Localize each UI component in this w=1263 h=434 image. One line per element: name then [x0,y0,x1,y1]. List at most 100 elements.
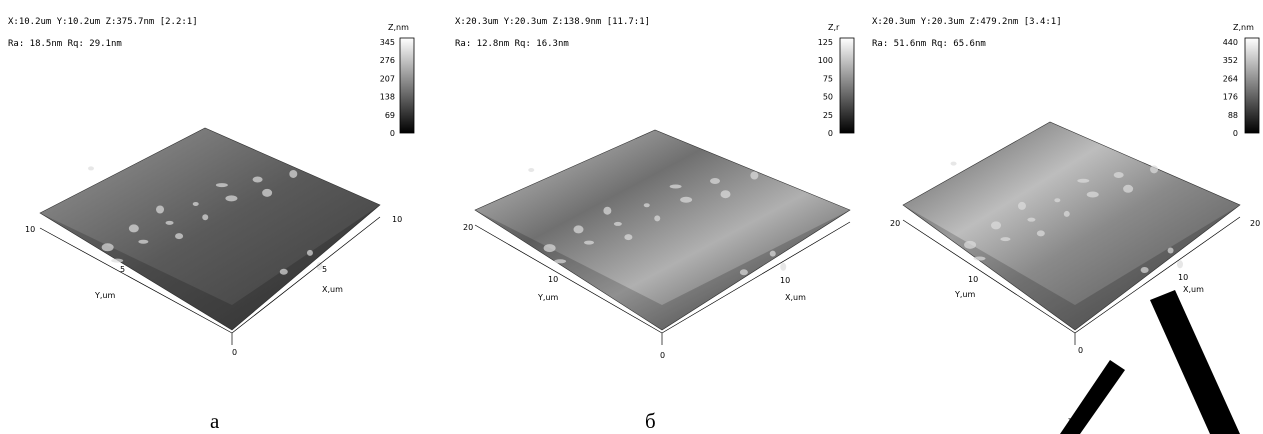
surface-feature [544,244,556,252]
colorbar-tick-label: 69 [385,111,395,120]
origin-label: 0 [660,351,665,360]
surface-feature [1168,248,1174,254]
surface-feature [166,221,174,225]
colorbar-title: Z,nm [1233,23,1254,32]
surface-feature [750,172,758,180]
surface-feature [253,177,263,183]
y-axis-label: Y,um [94,291,116,300]
surface-feature [574,225,584,233]
surface-feature [175,233,183,239]
surface-feature [262,189,272,197]
colorbar-tick-label: 264 [1223,74,1238,83]
surface-feature [1087,191,1099,197]
colorbar-tick-label: 88 [1228,111,1238,120]
surface-feature [770,251,776,257]
y-axis-label: Y,um [954,290,976,299]
surface-feature [973,257,985,261]
colorbar-tick-label: 176 [1223,93,1238,102]
x-tick-label: 10 [1178,273,1188,282]
surface-feature [216,183,228,187]
surface-feature [964,241,976,249]
surface-feature [193,202,199,206]
watermark [1060,360,1125,434]
colorbar-tick-label: 75 [823,74,833,83]
y-axis-label: Y,um [537,293,559,302]
surface-feature [603,207,611,215]
x-tick-label: 20 [1250,219,1260,228]
colorbar-title: Z,nm [388,23,409,32]
surface-feature [991,221,1001,229]
surface-feature [614,222,622,226]
surface-feature [202,214,208,220]
origin-label: 0 [232,348,237,357]
panel-caption: а [210,409,220,433]
colorbar-tick-label: 138 [380,93,395,102]
y-tick-label: 10 [968,275,978,284]
roughness: Ra: 18.5nm Rq: 29.1nm [8,39,122,49]
surface-feature [780,263,786,271]
colorbar-tick-label: 352 [1223,56,1238,65]
surface-feature [654,215,660,221]
colorbar-tick-label: 0 [1233,129,1238,138]
surface-feature [740,269,748,275]
surface-feature [1150,165,1158,173]
watermark [1150,290,1240,434]
surface-feature [644,203,650,207]
x-tick-label: 10 [392,215,402,224]
colorbar-tick-label: 440 [1223,38,1238,47]
surface-feature [156,206,164,214]
surface-feature [307,250,313,256]
colorbar-tick-label: 0 [828,129,833,138]
afm-panel: X:10.2um Y:10.2um Z:375.7nm [2.2:1] Ra: 1… [8,17,414,433]
figure: X:10.2um Y:10.2um Z:375.7nm [2.2:1] Ra: 1… [0,0,1263,434]
y-tick-label: 20 [890,219,900,228]
surface-feature [670,185,682,189]
colorbar [400,38,414,133]
colorbar-tick-label: 25 [823,111,833,120]
roughness: Ra: 12.8nm Rq: 16.3nm [455,39,569,49]
surface-feature [289,170,297,178]
panel-caption: б [645,409,656,433]
afm-panel: X:20.3um Y:20.3um Z:138.9nm [11.7:1]Ra: … [455,17,854,433]
y-tick-label: 10 [25,225,35,234]
surface-feature [1114,172,1124,178]
origin-label: 0 [1078,346,1083,355]
colorbar-title: Z,r [828,23,840,32]
colorbar [1245,38,1259,133]
surface-feature [1000,237,1010,241]
surface-feature [528,168,534,172]
x-axis-label: X,um [1183,285,1204,294]
colorbar-tick-label: 276 [380,56,395,65]
surface-feature [624,234,632,240]
surface-feature [1054,198,1060,202]
surface-feature [129,224,139,232]
colorbar-tick-label: 345 [380,38,395,47]
colorbar-tick-label: 50 [823,93,833,102]
scan-header: X:10.2um Y:10.2um Z:375.7nm [2.2:1] [8,17,198,27]
y-tick-label: 5 [120,265,125,274]
x-tick-label: 10 [780,276,790,285]
surface-feature [138,240,148,244]
surface-feature [225,195,237,201]
surface-feature [102,243,114,251]
surface-feature [1018,202,1026,210]
colorbar-tick-label: 100 [818,56,833,65]
x-tick-label: 5 [322,265,327,274]
scan-header: X:20.3um Y:20.3um Z:479.2nm [3.4:1] [872,17,1062,27]
surface-feature [554,259,566,263]
surface-feature [1027,218,1035,222]
surface-feature [680,197,692,203]
colorbar [840,38,854,133]
roughness: Ra: 51.6nm Rq: 65.6nm [872,39,986,49]
surface-feature [1177,260,1183,268]
y-tick-label: 20 [463,223,473,232]
surface-feature [111,259,123,263]
x-axis-label: X,um [785,293,806,302]
colorbar-tick-label: 125 [818,38,833,47]
surface-feature [951,162,957,166]
colorbar-tick-label: 0 [390,129,395,138]
surface-feature [1141,267,1149,273]
surface-feature [1064,211,1070,217]
surface-feature [1037,230,1045,236]
surface-feature [584,241,594,245]
